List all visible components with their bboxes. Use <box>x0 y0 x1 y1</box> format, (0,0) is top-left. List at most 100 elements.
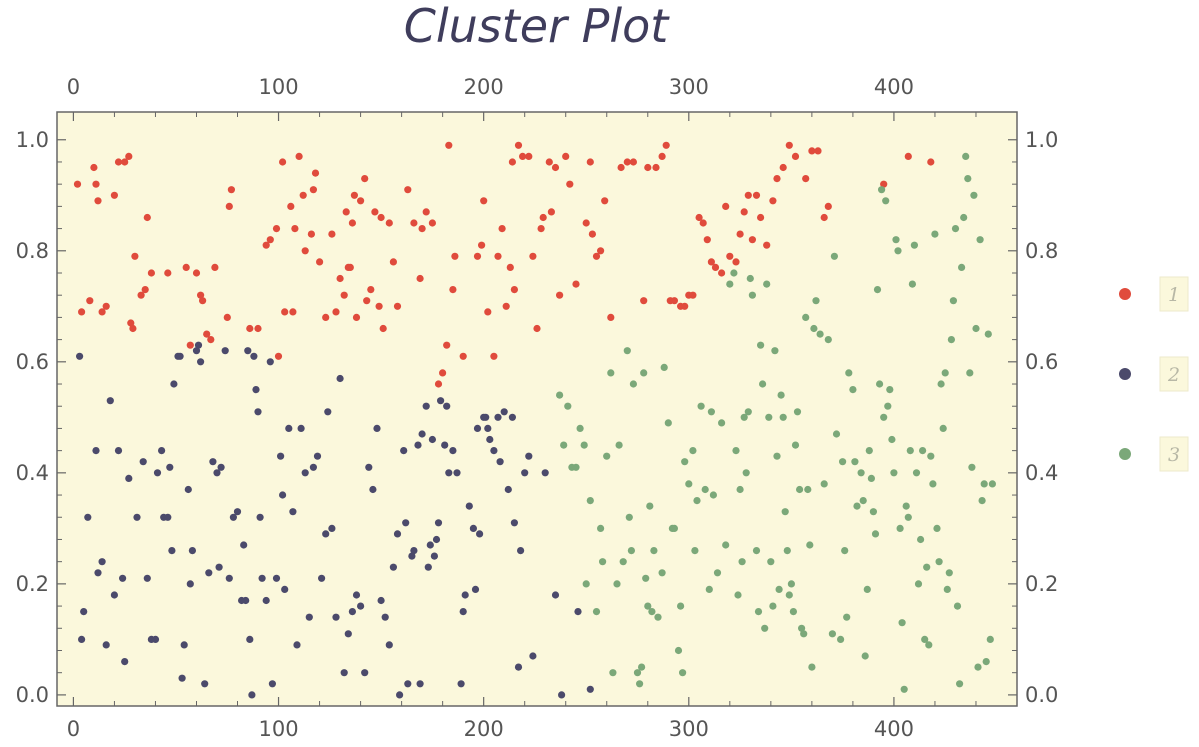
point-series-1 <box>272 225 281 233</box>
point-series-3 <box>767 558 775 566</box>
point-series-2 <box>416 680 424 688</box>
point-series-3 <box>644 602 652 610</box>
point-series-1 <box>490 352 498 360</box>
point-series-3 <box>812 297 820 305</box>
point-series-3 <box>878 186 886 194</box>
x-tick-label-top: 400 <box>874 75 914 99</box>
point-series-3 <box>830 252 839 260</box>
point-series-3 <box>810 324 818 333</box>
point-series-2 <box>396 691 404 699</box>
point-series-3 <box>769 602 777 610</box>
point-series-2 <box>225 574 233 582</box>
point-series-2 <box>121 658 129 666</box>
point-series-3 <box>919 447 927 455</box>
point-series-2 <box>404 680 412 688</box>
point-series-1 <box>508 158 516 166</box>
y-tick-label-right: 0.8 <box>1025 239 1058 263</box>
point-series-1 <box>192 269 201 277</box>
point-series-2 <box>332 613 340 621</box>
point-series-1 <box>779 163 787 172</box>
point-series-3 <box>927 452 935 460</box>
point-series-2 <box>410 547 418 555</box>
point-series-3 <box>701 485 709 494</box>
point-series-2 <box>340 669 348 677</box>
point-series-3 <box>713 569 722 577</box>
point-series-3 <box>726 280 734 288</box>
point-series-3 <box>933 524 941 533</box>
point-series-3 <box>793 408 802 416</box>
point-series-1 <box>494 252 502 260</box>
point-series-1 <box>689 291 697 299</box>
legend-marker-1 <box>1119 288 1131 300</box>
point-series-2 <box>272 574 281 582</box>
point-series-1 <box>820 213 828 222</box>
point-series-1 <box>484 308 492 316</box>
point-series-1 <box>361 175 369 183</box>
point-series-2 <box>151 635 160 644</box>
point-series-3 <box>560 441 568 449</box>
point-series-3 <box>861 652 869 660</box>
point-series-1 <box>389 258 397 266</box>
point-series-2 <box>194 341 203 349</box>
point-series-1 <box>121 158 129 166</box>
point-series-1 <box>352 313 361 321</box>
point-series-1 <box>377 213 385 222</box>
point-series-1 <box>582 219 590 227</box>
x-tick-label-top: 100 <box>258 75 298 99</box>
point-series-2 <box>344 630 352 638</box>
point-series-3 <box>681 458 689 466</box>
point-series-1 <box>586 158 594 166</box>
point-series-3 <box>853 502 861 510</box>
point-series-3 <box>674 646 683 655</box>
point-series-2 <box>139 458 147 466</box>
legend-label-1: 1 <box>1168 284 1180 306</box>
point-series-1 <box>824 202 832 210</box>
point-series-3 <box>660 363 668 371</box>
point-series-1 <box>449 286 457 294</box>
point-series-2 <box>437 397 445 405</box>
point-series-2 <box>471 585 480 594</box>
point-series-2 <box>517 547 525 555</box>
point-series-1 <box>459 352 467 360</box>
point-series-1 <box>223 313 231 321</box>
point-series-3 <box>740 413 748 421</box>
point-series-2 <box>508 413 516 421</box>
point-series-1 <box>814 147 822 155</box>
point-series-1 <box>422 208 430 216</box>
point-series-3 <box>943 585 951 594</box>
point-series-1 <box>681 302 689 310</box>
point-series-1 <box>207 336 215 344</box>
point-series-2 <box>94 569 102 577</box>
point-series-3 <box>880 413 888 421</box>
point-series-2 <box>494 413 502 421</box>
point-series-2 <box>430 552 438 560</box>
point-series-1 <box>763 241 771 249</box>
y-tick-label-right: 0.2 <box>1025 572 1058 596</box>
point-series-1 <box>502 302 510 310</box>
point-series-1 <box>203 330 211 338</box>
point-series-3 <box>976 236 984 244</box>
point-series-3 <box>894 247 902 255</box>
point-series-1 <box>533 324 541 333</box>
point-series-3 <box>732 447 740 455</box>
point-series-1 <box>514 141 523 149</box>
point-series-1 <box>658 152 666 160</box>
point-series-1 <box>348 219 356 227</box>
point-series-2 <box>133 513 141 521</box>
point-series-3 <box>603 452 611 460</box>
point-series-1 <box>137 291 145 299</box>
point-series-2 <box>328 524 336 533</box>
point-series-2 <box>248 691 256 699</box>
point-series-1 <box>791 152 800 160</box>
point-series-1 <box>246 324 254 333</box>
point-series-2 <box>114 447 123 455</box>
point-series-2 <box>258 574 266 582</box>
point-series-2 <box>324 408 332 416</box>
point-series-3 <box>896 524 904 533</box>
point-series-2 <box>102 641 110 649</box>
point-series-2 <box>318 574 326 582</box>
point-series-1 <box>129 324 137 333</box>
point-series-3 <box>964 175 972 183</box>
frame-ticks: 0 0 100 100 200 200 300 300 400 400 0.0 0.0 0.2 0.2 0.… <box>16 75 1059 741</box>
point-series-3 <box>691 547 699 555</box>
